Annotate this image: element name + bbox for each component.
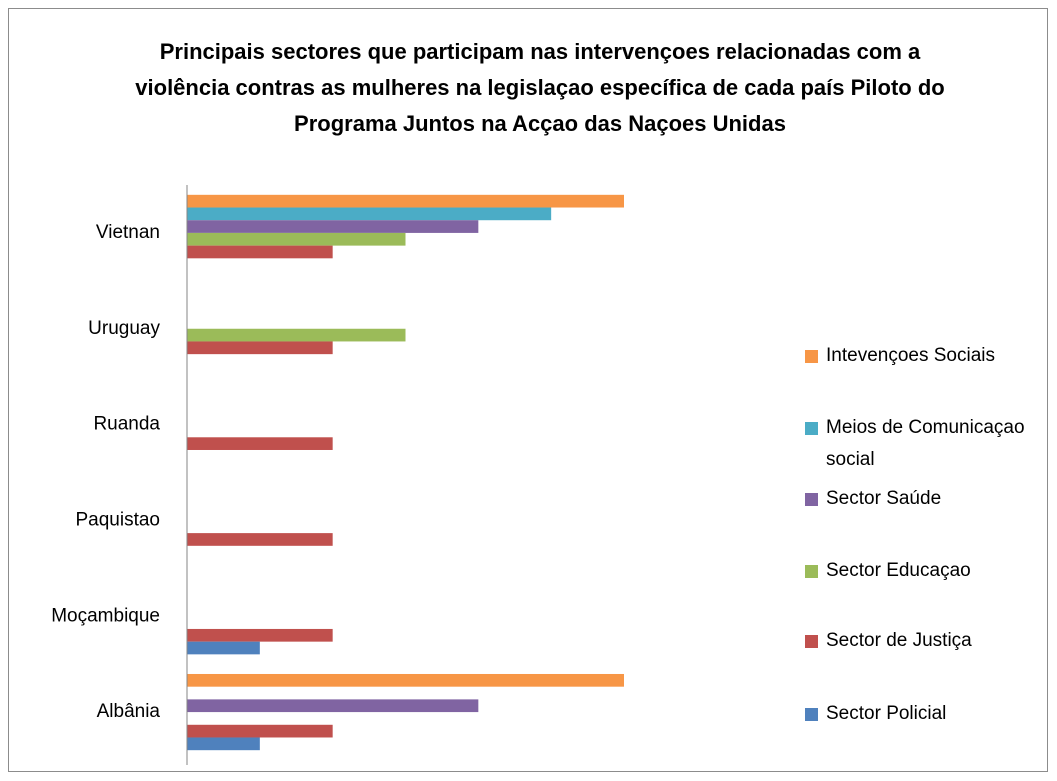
bar bbox=[187, 699, 479, 713]
y-tick-label: Ruanda bbox=[93, 414, 160, 435]
bar bbox=[187, 673, 624, 687]
y-tick-label: Paquistao bbox=[75, 509, 160, 530]
legend-item: Intevençoes Sociais bbox=[805, 340, 1045, 372]
chart-title: Principais sectores que participam nas i… bbox=[135, 39, 945, 136]
y-tick-label: Uruguay bbox=[88, 318, 160, 339]
legend-item: Sector de Justiça bbox=[805, 625, 1045, 657]
legend-item: Sector Educaçao bbox=[805, 555, 1045, 587]
bar bbox=[187, 628, 333, 642]
y-tick-label: Albânia bbox=[97, 701, 161, 722]
legend-label: Meios de Comunicaçao social bbox=[826, 417, 1025, 470]
y-tick-label: Moçambique bbox=[51, 605, 160, 626]
bar bbox=[187, 641, 260, 655]
legend-swatch bbox=[805, 635, 818, 648]
legend-label: Sector Educaçao bbox=[826, 560, 971, 581]
legend-label: Sector de Justiça bbox=[826, 630, 972, 651]
chart-frame bbox=[8, 8, 1048, 772]
legend-label: Sector Policial bbox=[826, 703, 947, 724]
legend-item: Sector Saúde bbox=[805, 483, 1045, 515]
bar bbox=[187, 220, 479, 233]
legend-swatch bbox=[805, 565, 818, 578]
bar bbox=[187, 328, 406, 342]
bar bbox=[187, 207, 552, 221]
bar bbox=[187, 232, 406, 246]
bar bbox=[187, 737, 260, 751]
legend-swatch bbox=[805, 493, 818, 506]
legend-swatch bbox=[805, 708, 818, 721]
bar bbox=[187, 194, 624, 208]
legend-swatch bbox=[805, 422, 818, 435]
y-tick-label: Vietnan bbox=[96, 222, 160, 243]
bar bbox=[187, 437, 333, 450]
bar bbox=[187, 341, 333, 355]
legend-label: Intevençoes Sociais bbox=[826, 345, 995, 366]
legend-label: Sector Saúde bbox=[826, 488, 942, 509]
legend-item: Sector Policial bbox=[805, 698, 1045, 730]
bar bbox=[187, 724, 333, 738]
legend-item: Meios de Comunicaçao social bbox=[805, 412, 1045, 476]
bar bbox=[187, 533, 333, 546]
bar bbox=[187, 245, 333, 259]
legend-swatch bbox=[805, 350, 818, 363]
